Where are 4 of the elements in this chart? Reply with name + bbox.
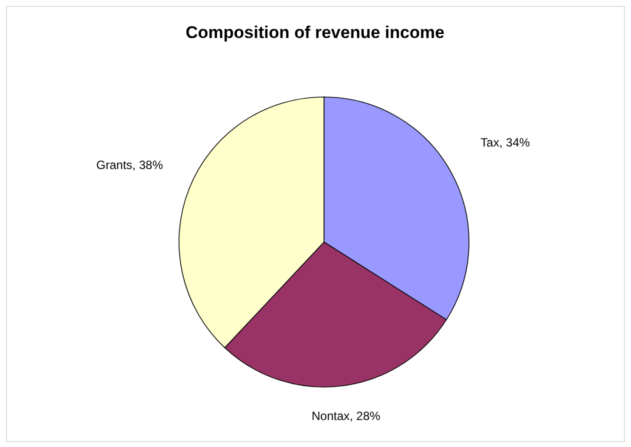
slice-label: Grants, 38%: [96, 158, 164, 172]
chart-title: Composition of revenue income: [186, 23, 444, 42]
slice-label: Tax, 34%: [480, 135, 530, 150]
slice-label: Nontax, 28%: [312, 408, 381, 423]
